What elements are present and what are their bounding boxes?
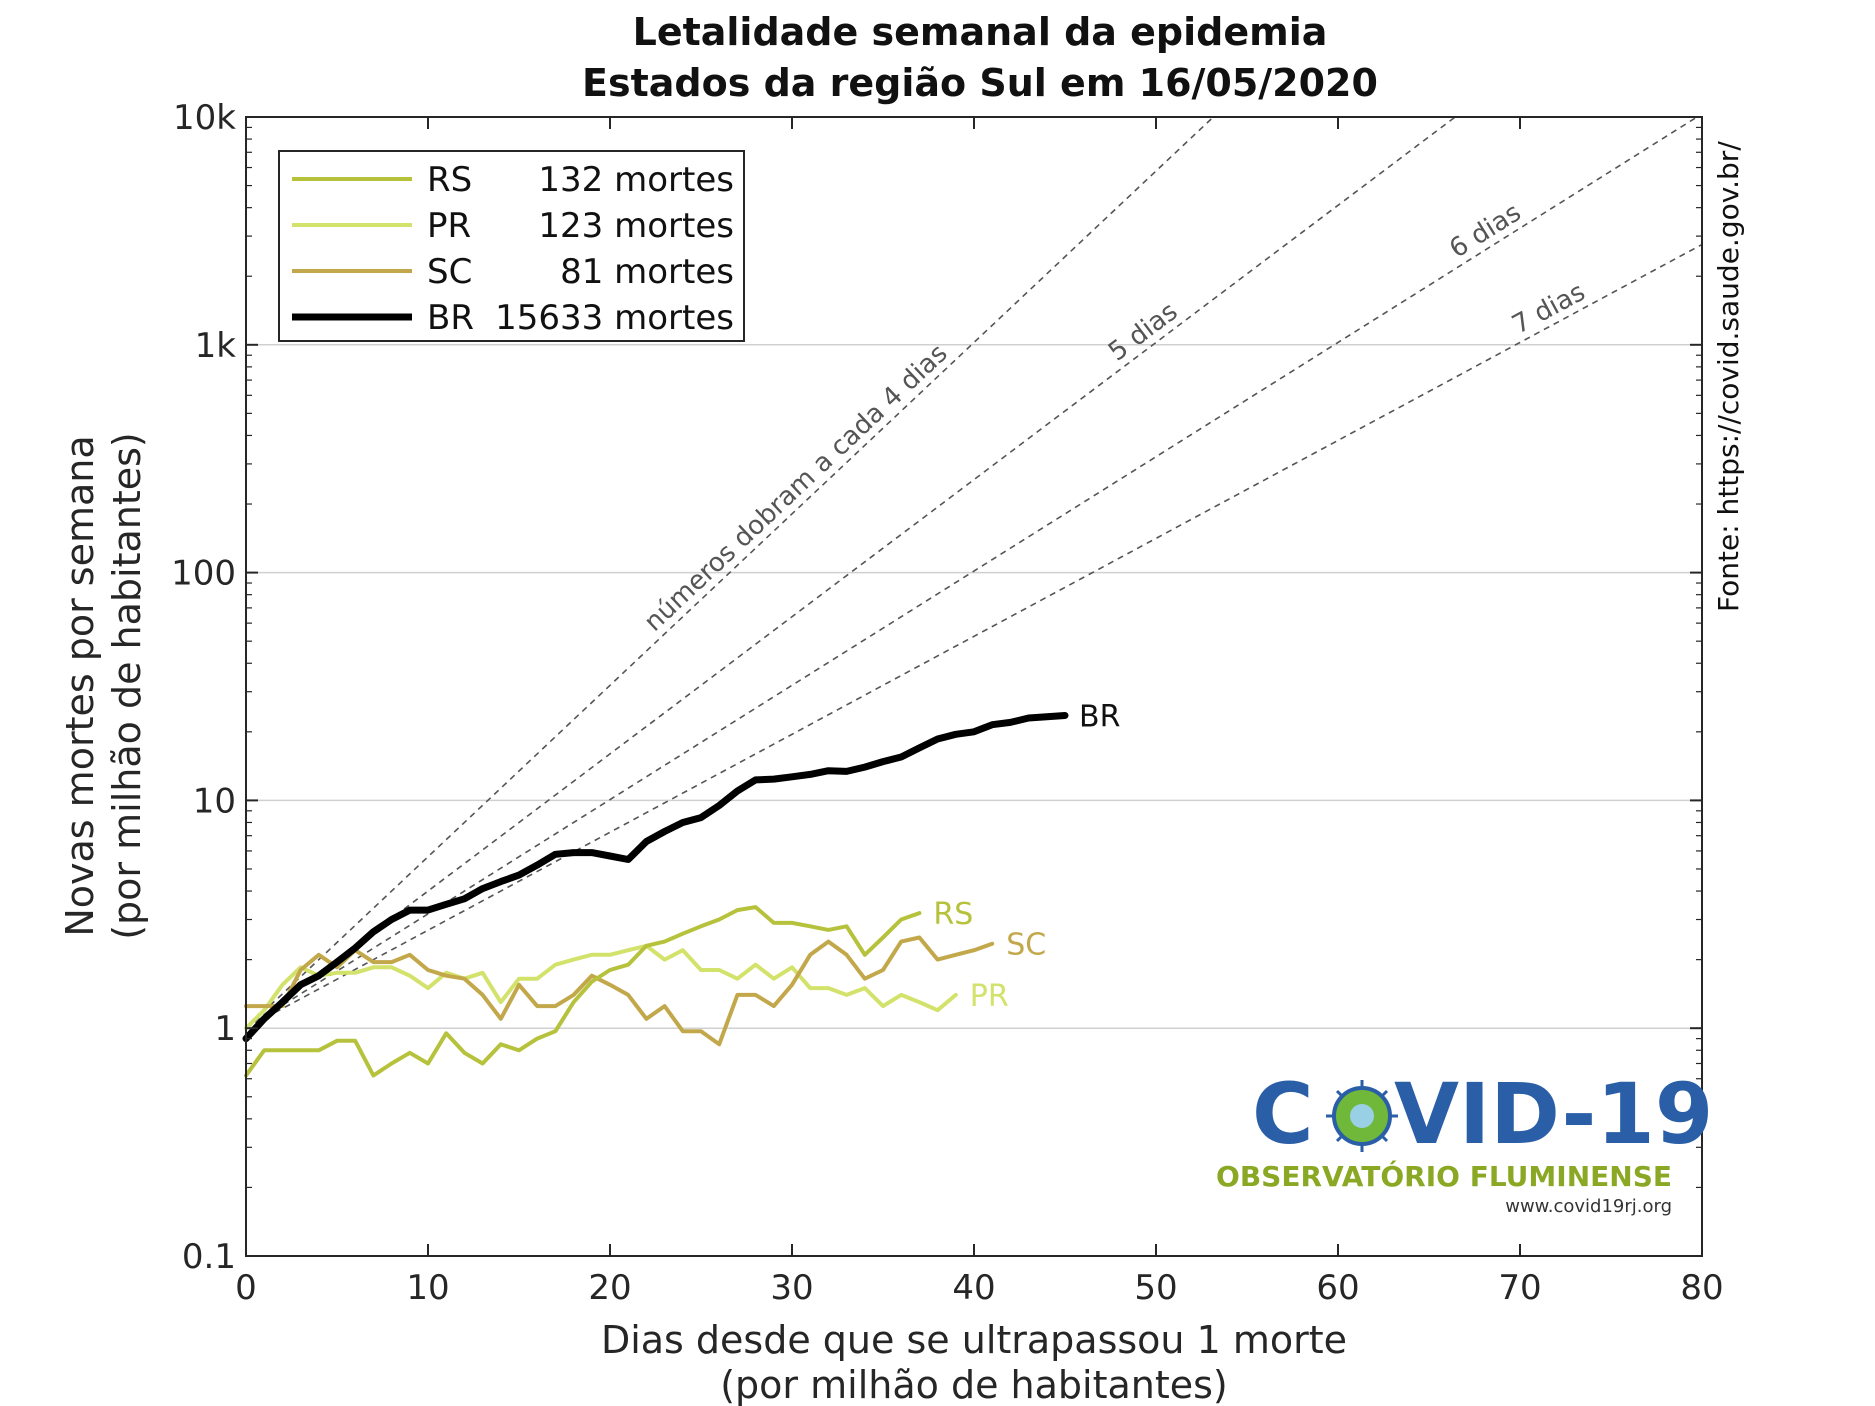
end-label-pr: PR: [970, 979, 1009, 1014]
legend-deaths-pr: 123 mortes: [538, 206, 734, 246]
legend-name-sc: SC: [427, 252, 472, 292]
x-axis-label-line1: Dias desde que se ultrapassou 1 morte: [601, 1318, 1347, 1362]
x-axis-label-line2: (por milhão de habitantes): [720, 1363, 1228, 1406]
end-label-rs: RS: [933, 897, 973, 932]
y-axis-label-line1: Novas mortes por semana: [58, 435, 102, 936]
x-tick-label: 30: [770, 1268, 813, 1308]
y-tick-label: 1k: [195, 326, 237, 366]
logo-subtitle: OBSERVATÓRIO FLUMINENSE: [1216, 1159, 1672, 1193]
y-tick-label: 10k: [173, 98, 236, 138]
legend-name-rs: RS: [427, 160, 472, 200]
x-tick-label: 40: [952, 1268, 995, 1308]
covid19-logo: C VID-19 OBSERVATÓRIO FLUMINENSE www.cov…: [1216, 1065, 1713, 1217]
series-line-br: [242, 712, 1069, 1043]
series-line-pr: [244, 943, 958, 1031]
legend: RS 132 mortes PR 123 mortes SC 81 mortes BR 156…: [278, 150, 745, 342]
x-tick-label: 0: [235, 1268, 257, 1308]
y-tick-label: 1: [214, 1009, 236, 1049]
chart-title: Letalidade semanal da epidemia: [633, 10, 1328, 54]
series-lines: [242, 712, 1069, 1078]
y-tick-label: 0.1: [182, 1237, 236, 1277]
x-tick-label: 80: [1680, 1268, 1723, 1308]
guide-line: [245, 243, 1703, 1029]
chart-subtitle: Estados da região Sul em 16/05/2020: [582, 61, 1378, 105]
virus-icon: [1326, 1080, 1398, 1152]
series-end-labels: PR SC RS BR: [933, 699, 1120, 1013]
y-tick-label: 100: [171, 554, 236, 594]
logo-url: www.covid19rj.org: [1505, 1196, 1672, 1217]
legend-deaths-rs: 132 mortes: [538, 160, 734, 200]
legend-name-br: BR: [427, 298, 474, 338]
x-tick-label: 50: [1134, 1268, 1177, 1308]
source-note: Fonte: https://covid.saude.gov.br/: [1712, 141, 1745, 612]
y-tick-label: 10: [193, 781, 236, 821]
legend-deaths-sc: 81 mortes: [560, 252, 734, 292]
x-tick-label: 70: [1498, 1268, 1541, 1308]
legend-name-pr: PR: [427, 206, 471, 246]
legend-box: [278, 150, 745, 342]
series-line-rs: [244, 905, 922, 1078]
series-line-sc: [244, 935, 995, 1047]
axis-ticks: 0.1 1 10 100 1k 10k 0 10 20 30 40 50 60 70 80: [171, 98, 1724, 1308]
logo-title-left: C: [1252, 1065, 1314, 1163]
end-label-sc: SC: [1006, 928, 1046, 963]
guide-line: [245, 116, 1214, 1029]
end-label-br: BR: [1079, 699, 1120, 734]
x-tick-label: 60: [1316, 1268, 1359, 1308]
logo-title-right: VID-19: [1394, 1065, 1713, 1163]
x-tick-label: 20: [588, 1268, 631, 1308]
y-axis-label-line2: (por milhão de habitantes): [105, 432, 149, 940]
x-tick-label: 10: [406, 1268, 449, 1308]
legend-deaths-br: 15633 mortes: [495, 298, 734, 338]
